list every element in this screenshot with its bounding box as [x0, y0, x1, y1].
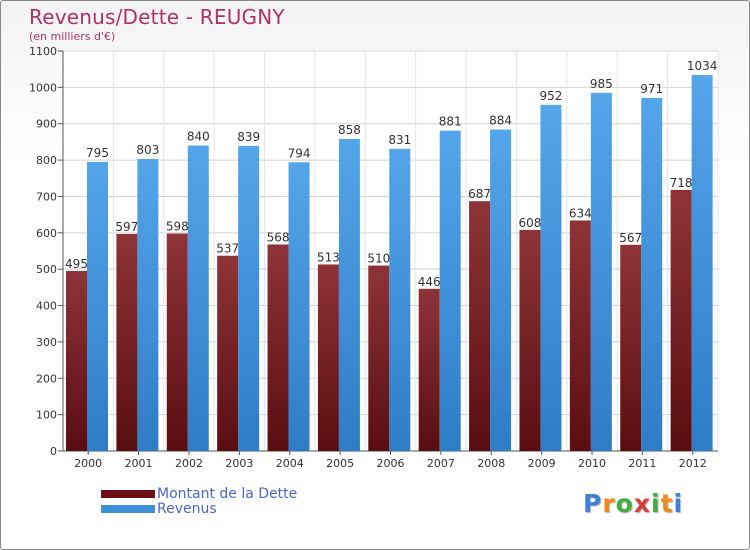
- x-tick-label: 2006: [377, 457, 405, 470]
- chart-title: Revenus/Dette - REUGNY: [29, 5, 285, 29]
- logo-letter: x: [633, 489, 651, 518]
- bar-debt: [166, 233, 188, 451]
- bar-revenus: [389, 148, 411, 451]
- x-tick-label: 2003: [225, 457, 253, 470]
- data-label-debt: 598: [166, 220, 189, 234]
- legend-swatch-debt: [101, 490, 155, 498]
- bar-revenus: [590, 92, 612, 452]
- x-tick-label: 2008: [477, 457, 505, 470]
- bar-revenus: [338, 139, 360, 451]
- y-tick-label: 600: [36, 227, 57, 240]
- data-label-revenus: 1034: [687, 59, 718, 73]
- x-tick-label: 2004: [276, 457, 304, 470]
- bar-debt: [620, 244, 642, 451]
- bar-revenus: [288, 162, 310, 452]
- logo-letter: r: [602, 489, 616, 518]
- bar-revenus: [490, 129, 512, 451]
- data-label-debt: 510: [367, 252, 390, 266]
- y-tick-label: 200: [36, 372, 57, 385]
- x-tick-label: 2007: [427, 457, 455, 470]
- logo-letter: P: [583, 489, 603, 518]
- logo-letter: t: [660, 489, 674, 518]
- bar-revenus: [87, 161, 108, 451]
- data-label-debt: 446: [418, 275, 441, 289]
- bar-revenus: [238, 145, 260, 451]
- y-tick-label: 900: [36, 118, 57, 131]
- data-label-debt: 634: [569, 206, 592, 220]
- y-tick-label: 1100: [29, 45, 57, 58]
- data-label-debt: 537: [216, 242, 239, 256]
- data-label-debt: 718: [670, 176, 693, 190]
- data-label-debt: 513: [317, 250, 340, 264]
- y-tick-label: 0: [50, 445, 57, 458]
- x-tick-label: 2000: [74, 457, 102, 470]
- data-label-debt: 568: [267, 230, 290, 244]
- x-tick-label: 2011: [628, 457, 656, 470]
- bar-debt: [317, 264, 339, 451]
- y-tick-label: 500: [36, 263, 57, 276]
- data-label-revenus: 840: [187, 130, 210, 144]
- data-label-revenus: 985: [590, 77, 613, 91]
- data-label-debt: 608: [519, 216, 542, 230]
- data-label-debt: 597: [115, 220, 138, 234]
- legend-label-revenus: Revenus: [157, 501, 217, 517]
- data-label-revenus: 858: [338, 123, 361, 137]
- x-tick-label: 2002: [175, 457, 203, 470]
- data-label-debt: 567: [619, 231, 642, 245]
- bar-revenus: [187, 145, 209, 451]
- data-label-revenus: 971: [640, 82, 663, 96]
- bar-debt: [368, 265, 390, 451]
- data-label-revenus: 881: [439, 115, 462, 129]
- data-label-debt: 687: [468, 187, 491, 201]
- data-label-debt: 495: [65, 257, 88, 271]
- bar-debt: [418, 288, 440, 451]
- data-label-revenus: 803: [136, 143, 159, 157]
- y-tick-label: 300: [36, 336, 57, 349]
- bar-debt: [217, 255, 239, 451]
- logo-letter: i: [651, 489, 661, 518]
- y-tick-label: 400: [36, 300, 57, 313]
- legend-label-debt: Montant de la Dette: [157, 486, 298, 502]
- bar-revenus: [691, 75, 713, 451]
- bar-debt: [569, 220, 591, 451]
- x-tick-label: 2009: [528, 457, 556, 470]
- data-label-revenus: 794: [288, 146, 311, 160]
- x-tick-label: 2001: [125, 457, 153, 470]
- logo-letter: o: [615, 489, 634, 518]
- bar-debt: [670, 189, 692, 451]
- bar-debt: [519, 229, 541, 451]
- bar-revenus: [137, 159, 159, 451]
- data-label-revenus: 831: [388, 133, 411, 147]
- y-tick-label: 1000: [29, 81, 57, 94]
- x-tick-label: 2005: [326, 457, 354, 470]
- bar-debt: [116, 233, 138, 451]
- bar-debt: [469, 201, 491, 451]
- y-tick-label: 800: [36, 154, 57, 167]
- legend-swatch-revenus: [101, 505, 155, 513]
- bar-debt: [267, 244, 289, 451]
- chart-subtitle: (en milliers d'€): [29, 30, 116, 43]
- proxiti-logo: Proxiti: [583, 489, 683, 518]
- x-tick-label: 2010: [578, 457, 606, 470]
- bar-revenus: [540, 104, 562, 452]
- y-tick-label: 700: [36, 190, 57, 203]
- bar-revenus: [641, 97, 663, 451]
- logo-letter: i: [673, 489, 684, 518]
- data-label-revenus: 884: [489, 114, 512, 128]
- bar-revenus: [439, 130, 461, 452]
- y-tick-label: 100: [36, 409, 57, 422]
- bar-debt: [66, 271, 87, 451]
- x-tick-label: 2012: [679, 457, 707, 470]
- data-label-revenus: 795: [86, 146, 109, 160]
- data-label-revenus: 839: [237, 130, 260, 144]
- data-label-revenus: 952: [540, 89, 563, 103]
